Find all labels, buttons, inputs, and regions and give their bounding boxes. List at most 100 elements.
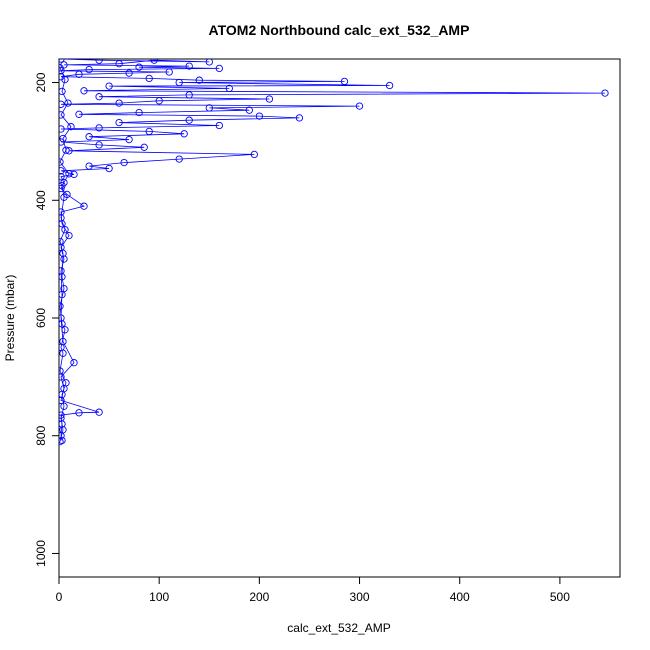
data-point <box>59 134 67 143</box>
data-point <box>265 95 274 103</box>
data-point <box>61 226 69 234</box>
data-point <box>59 64 64 72</box>
data-point <box>125 69 133 77</box>
data-point <box>59 273 66 281</box>
plot-area <box>59 59 609 446</box>
data-point <box>385 81 394 90</box>
data-point <box>59 249 67 257</box>
data-point <box>59 436 66 445</box>
data-point <box>115 99 123 107</box>
data-point <box>140 143 148 151</box>
data-point <box>61 326 69 334</box>
data-point <box>185 62 193 70</box>
data-point <box>601 89 609 97</box>
data-point <box>59 59 65 63</box>
data-point <box>59 167 65 175</box>
data-point <box>135 63 143 71</box>
data-point <box>120 158 128 167</box>
data-point <box>205 59 213 66</box>
data-point <box>59 67 65 75</box>
data-point <box>59 158 64 166</box>
x-tick-label: 300 <box>350 590 370 604</box>
chart-title: ATOM2 Northbound calc_ext_532_AMP <box>209 22 470 38</box>
y-tick-label: 200 <box>34 72 48 92</box>
data-point <box>59 125 65 133</box>
data-point <box>175 155 183 163</box>
data-point <box>75 110 83 118</box>
x-tick-label: 500 <box>550 590 570 604</box>
data-point <box>95 124 103 132</box>
data-point <box>245 106 253 114</box>
data-point <box>59 214 65 222</box>
data-point <box>59 173 65 181</box>
data-point <box>65 170 73 178</box>
data-point <box>59 302 64 310</box>
data-point <box>95 93 103 101</box>
data-point <box>180 130 188 138</box>
data-point <box>215 121 223 130</box>
data-point <box>59 181 66 190</box>
x-axis: 0 100 200 300 400 500 <box>56 577 570 604</box>
data-point <box>115 118 123 127</box>
data-point <box>70 170 78 179</box>
data-point <box>62 146 70 154</box>
data-point <box>145 127 153 136</box>
data-point <box>60 402 68 410</box>
data-point <box>59 349 67 357</box>
y-tick-label: 400 <box>34 190 48 210</box>
data-point <box>59 426 67 434</box>
data-point <box>155 97 163 105</box>
data-point <box>295 114 304 122</box>
data-point <box>59 100 65 108</box>
data-point <box>80 202 88 210</box>
x-axis-label: calc_ext_532_AMP <box>287 621 390 635</box>
x-tick-label: 100 <box>149 590 169 604</box>
data-point <box>85 162 93 170</box>
data-point <box>95 141 103 149</box>
data-point <box>60 284 68 293</box>
series-line <box>59 67 72 442</box>
series-line <box>60 59 606 441</box>
data-point <box>225 84 233 93</box>
data-point <box>80 87 88 95</box>
data-point <box>85 133 93 141</box>
data-point <box>60 193 68 201</box>
data-point <box>215 64 223 73</box>
data-point <box>60 255 68 263</box>
data-point <box>115 60 123 68</box>
data-point <box>355 102 364 110</box>
plot-frame <box>58 58 621 578</box>
data-point <box>62 379 70 387</box>
data-point <box>61 75 69 84</box>
data-point <box>59 237 64 246</box>
data-point <box>105 164 113 173</box>
data-point <box>185 116 193 124</box>
x-tick-label: 0 <box>56 590 63 604</box>
data-point <box>105 82 113 90</box>
data-point <box>67 123 75 131</box>
data-point <box>165 68 173 76</box>
y-axis: 200 400 600 800 1000 <box>34 72 59 567</box>
data-point <box>70 359 78 367</box>
y-tick-label: 800 <box>34 425 48 445</box>
data-point <box>175 78 183 87</box>
data-point <box>150 59 158 64</box>
data-point <box>135 108 143 117</box>
y-axis-label: Pressure (mbar) <box>3 275 17 362</box>
data-point <box>65 231 73 240</box>
x-tick-label: 200 <box>249 590 269 604</box>
data-point <box>59 437 64 446</box>
data-point <box>59 320 66 328</box>
data-point <box>95 408 103 416</box>
data-point <box>59 367 64 375</box>
data-point <box>85 65 93 74</box>
data-point <box>255 112 264 120</box>
data-point <box>59 414 65 422</box>
y-tick-label: 600 <box>34 308 48 328</box>
data-point <box>59 390 66 399</box>
data-point <box>59 87 66 96</box>
data-point <box>340 77 349 86</box>
data-point <box>95 59 103 64</box>
data-point <box>64 99 72 107</box>
